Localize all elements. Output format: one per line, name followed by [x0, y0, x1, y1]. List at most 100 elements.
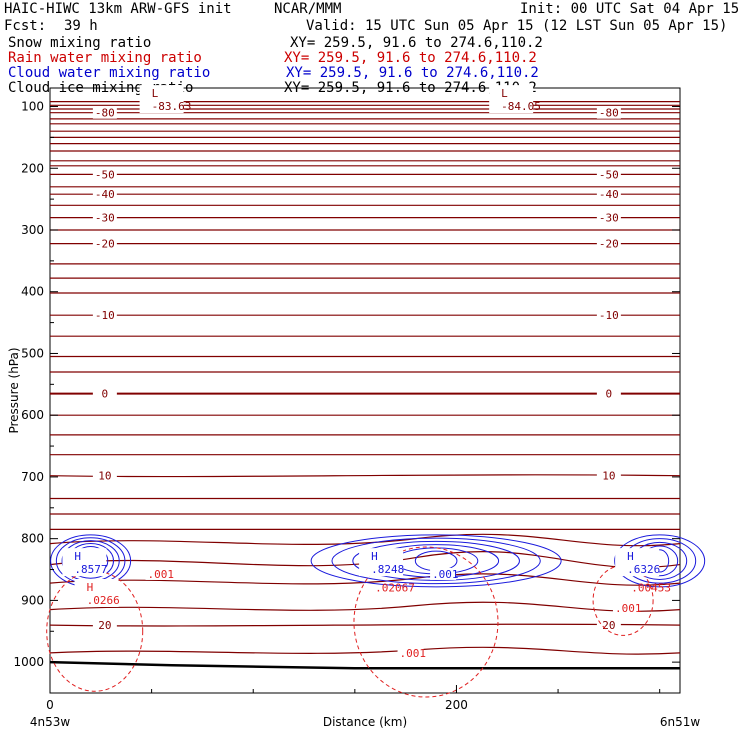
temperature-label--10-right: -10 [599, 309, 619, 322]
y-tick-label-200: 200 [21, 161, 44, 175]
temperature-contour-10 [49, 474, 681, 478]
contour-label-bg [92, 619, 117, 632]
lower-temperature-contour-3 [49, 601, 681, 612]
contour-label-bg [596, 106, 621, 119]
legend-rain-name: Rain water mixing ratio [8, 50, 202, 66]
legend-cloud-water-name: Cloud water mixing ratio [8, 65, 211, 81]
contour-label-bg [92, 106, 117, 119]
temperature-label--40-left: -40 [95, 188, 115, 201]
contour-label-bg [92, 387, 117, 400]
y-tick-label-500: 500 [21, 346, 44, 360]
contour-label-bg [596, 237, 621, 250]
contour-label-bg [596, 188, 621, 201]
y-tick-label-100: 100 [21, 100, 44, 114]
contour-label-bg [596, 619, 621, 632]
extremum-bg [359, 548, 404, 577]
temperature-label--30-left: -30 [95, 212, 115, 225]
extremum-kind-0: L [152, 87, 159, 100]
temperature-label--80-left: -80 [95, 107, 115, 120]
contour-label-bg [596, 309, 621, 322]
rain-contour-2 [592, 564, 654, 636]
x-endpoint-left: 4n53w [30, 715, 71, 729]
contour-label-bg [596, 387, 621, 400]
contour-label-bg [596, 211, 621, 224]
contour-label-bg [92, 211, 117, 224]
temperature-label-10-right: 10 [602, 470, 615, 483]
temperature-label--50-right: -50 [599, 168, 619, 181]
temperature-label--40-right: -40 [599, 188, 619, 201]
extremum-kind-5: H [87, 581, 94, 594]
contour-label-bg [92, 168, 117, 181]
contour-label-bg [145, 567, 172, 580]
contour-label-0: .001 [148, 568, 175, 581]
temperature-label--10-left: -10 [95, 309, 115, 322]
x-tick-label-200: 200 [445, 698, 468, 712]
forecast-hours: 39 h [64, 18, 98, 34]
legend-snow-name: Snow mixing ratio [8, 35, 152, 51]
extremum-value-2: .8577 [74, 563, 107, 576]
extremum-kind-2: H [74, 550, 81, 563]
temperature-label-0-left: 0 [102, 388, 109, 401]
lower-temperature-contour-4 [49, 646, 681, 655]
x-tick-label-0: 0 [46, 698, 54, 712]
extremum-value-4: .6326 [627, 563, 660, 576]
contour-label-3: .001 [615, 602, 642, 615]
temperature-label-20-left: 20 [98, 619, 111, 632]
org-label: NCAR/MMM [274, 1, 342, 17]
legend-rain-xy: XY= 259.5, 91.6 to 274.6,110.2 [284, 50, 537, 66]
extremum-bg [139, 85, 184, 114]
terrain-line [49, 660, 680, 670]
temperature-label--80-right: -80 [599, 107, 619, 120]
contour-label-2: .001 [400, 647, 427, 660]
extremum-value-6: .02067 [375, 582, 415, 595]
temperature-label--20-right: -20 [599, 238, 619, 251]
y-tick-label-1000: 1000 [13, 655, 44, 669]
cloud-water-center-contour [331, 537, 541, 585]
contour-label-1: .001 [432, 568, 459, 581]
y-tick-label-300: 300 [21, 223, 44, 237]
contour-label-bg [92, 469, 117, 482]
y-tick-label-700: 700 [21, 470, 44, 484]
init-time: Init: 00 UTC Sat 04 Apr 15 [520, 1, 740, 17]
legend-snow-xy: XY= 259.5, 91.6 to 274.6,110.2 [290, 35, 543, 51]
lower-temperature-contour-0 [49, 533, 681, 547]
plot-frame [49, 87, 681, 694]
cloud-water-center-contour [310, 534, 562, 588]
rain-contour-1 [353, 546, 499, 698]
contour-label-bg [92, 309, 117, 322]
contour-label-bg [92, 237, 117, 250]
extremum-value-5: .0266 [87, 594, 120, 607]
extremum-value-3: .8248 [371, 563, 404, 576]
contour-label-bg [612, 601, 639, 614]
y-tick-label-900: 900 [21, 593, 44, 607]
lower-temperature-contour-1 [49, 551, 681, 569]
extremum-bg [74, 578, 119, 607]
temperature-label-10-left: 10 [98, 470, 111, 483]
contour-label-bg [596, 469, 621, 482]
cloud-water-center-contour [352, 540, 520, 581]
extremum-bg [615, 548, 660, 577]
extremum-value-0: -83.63 [152, 100, 192, 113]
legend-cloud-water-xy: XY= 259.5, 91.6 to 274.6,110.2 [286, 65, 539, 81]
forecast-label: Fcst: [4, 18, 47, 34]
valid-time: Valid: 15 UTC Sun 05 Apr 15 (12 LST Sun … [306, 18, 728, 34]
model-title: HAIC-HIWC 13km ARW-GFS init [4, 1, 232, 17]
temperature-contour-20 [49, 623, 681, 627]
temperature-label--20-left: -20 [95, 238, 115, 251]
y-axis-label: Pressure (hPa) [7, 347, 21, 433]
cloud-water-right-contour [614, 534, 706, 588]
y-tick-label-600: 600 [21, 408, 44, 422]
contour-label-bg [397, 646, 424, 659]
temperature-label--30-right: -30 [599, 212, 619, 225]
extremum-kind-3: H [371, 550, 378, 563]
contour-label-bg [596, 168, 621, 181]
extremum-value-7: .00453 [631, 582, 671, 595]
extremum-kind-4: H [627, 550, 634, 563]
extremum-value-1: -84.05 [501, 100, 541, 113]
x-axis-label: Distance (km) [323, 715, 407, 729]
extremum-kind-1: L [501, 87, 508, 100]
temperature-label-0-right: 0 [606, 388, 613, 401]
x-endpoint-right: 6n51w [660, 715, 701, 729]
temperature-label--50-left: -50 [95, 168, 115, 181]
